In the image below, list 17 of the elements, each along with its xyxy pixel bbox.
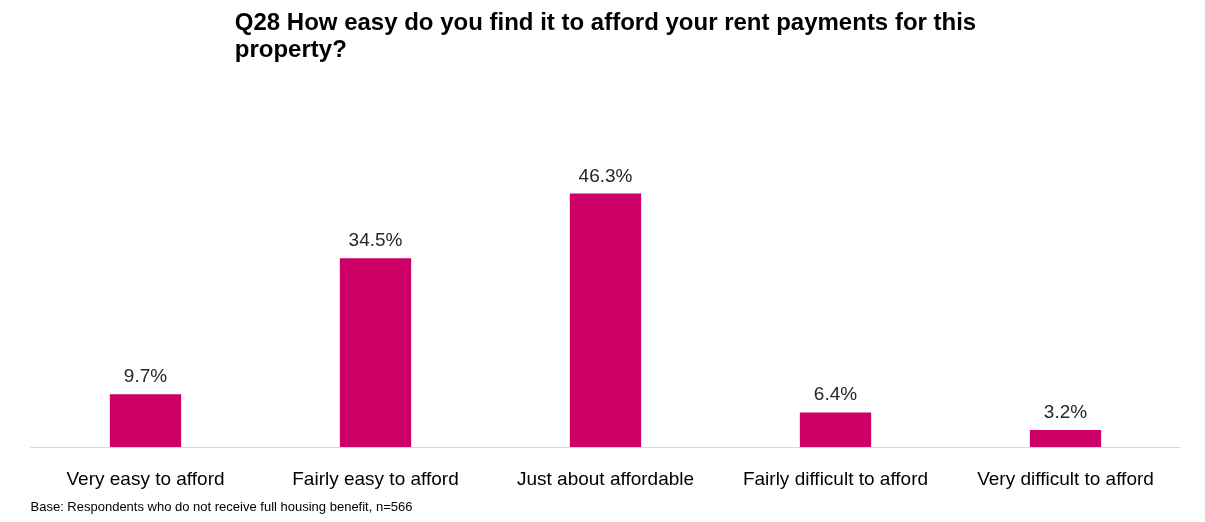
- data-label: 46.3%: [578, 164, 633, 186]
- x-tick-label: Very easy to afford: [66, 467, 225, 489]
- bar: [1029, 429, 1102, 448]
- chart-title: Q28 How easy do you find it to afford your rent payments for this property?: [234, 7, 977, 62]
- x-tick-label: Very difficult to afford: [977, 467, 1154, 489]
- bar: [799, 412, 872, 448]
- x-tick-label: Just about affordable: [516, 467, 695, 489]
- x-tick-label: Fairly difficult to afford: [742, 467, 929, 489]
- data-label: 9.7%: [123, 365, 168, 387]
- data-label: 3.2%: [1043, 400, 1088, 422]
- data-label: 34.5%: [348, 229, 403, 251]
- x-tick-label: Fairly easy to afford: [292, 467, 459, 489]
- text: Base: Respondents who do not receive full housing benefit, n=566: [30, 498, 413, 514]
- bar: [339, 258, 412, 448]
- bar: [109, 394, 182, 448]
- data-label: 6.4%: [813, 383, 858, 405]
- bar: [569, 193, 642, 448]
